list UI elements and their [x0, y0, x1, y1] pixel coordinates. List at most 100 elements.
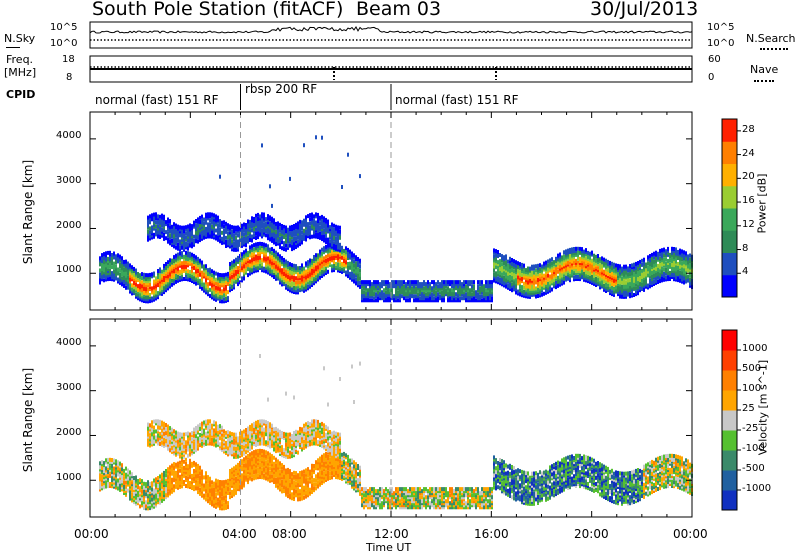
power-cell [427, 298, 429, 303]
scatter-cell [271, 203, 273, 208]
power-cell [407, 280, 409, 285]
power-cell [507, 259, 509, 264]
power-cell [341, 245, 343, 250]
power-cell [311, 260, 313, 265]
velocity-cell [151, 424, 153, 429]
power-cell [117, 255, 119, 260]
power-cell [135, 268, 137, 273]
power-cell [557, 261, 559, 266]
power-cell [181, 239, 183, 244]
power-cell [249, 245, 251, 250]
power-cell [253, 233, 255, 238]
power-cell [497, 250, 499, 254]
power-cell [171, 224, 173, 229]
power-cell [255, 213, 257, 218]
power-cell [273, 269, 275, 273]
power-cell [273, 240, 275, 245]
power-cell [517, 277, 519, 282]
power-cell [603, 279, 605, 284]
nsearch-tick-bottom: 10^0 [707, 38, 735, 49]
velocity-cell [157, 498, 159, 503]
power-cell [285, 265, 287, 270]
power-cell [379, 282, 381, 287]
power-cell [635, 290, 637, 295]
power-cell [565, 265, 567, 270]
power-cell [153, 232, 155, 237]
power-cell [521, 279, 523, 284]
velocity-cell [127, 488, 129, 493]
power-cell [401, 284, 403, 289]
power-cell [167, 223, 169, 228]
power-cell [373, 284, 375, 289]
power-cell [555, 256, 557, 261]
power-cell [259, 232, 261, 237]
power-cell [235, 269, 237, 274]
power-cell [533, 264, 535, 269]
nave-label: Nave [750, 63, 779, 76]
power-cell [667, 271, 669, 276]
power-cell [573, 275, 575, 280]
power-cell [507, 263, 509, 268]
power-cell [509, 256, 511, 261]
power-cell [529, 292, 531, 297]
power-cell [583, 273, 585, 278]
velocity-cell [169, 483, 171, 488]
velocity-cell [169, 465, 171, 470]
velocity-cell [149, 502, 151, 507]
power-cell [267, 256, 269, 261]
velocity-cell [125, 466, 127, 471]
velocity-cell [139, 478, 141, 483]
power-cell [675, 265, 677, 270]
chart-title: South Pole Station (fitACF) [92, 0, 344, 20]
power-cell [277, 221, 279, 226]
power-cell [313, 269, 315, 274]
power-cell [619, 290, 621, 295]
power-cell [303, 234, 305, 239]
velocity-cell [163, 470, 165, 475]
power-cell [491, 296, 493, 301]
power-cell [427, 284, 429, 289]
power-cell [549, 288, 551, 293]
power-cell [199, 278, 201, 283]
power-cell [237, 282, 239, 287]
power-cell [531, 276, 533, 281]
power-cell [465, 292, 467, 297]
power-cell [409, 280, 411, 285]
velocity-cell [119, 487, 121, 492]
power-cell [325, 223, 327, 228]
power-cell [243, 232, 245, 237]
power-cell [273, 248, 275, 253]
power-cell [603, 269, 605, 274]
power-cell [537, 263, 539, 268]
velocity-cell [107, 484, 109, 489]
power-cell [225, 235, 227, 240]
power-cell [633, 262, 635, 267]
power-cell [631, 275, 633, 280]
power-cell [295, 266, 297, 271]
power-cell [235, 257, 237, 262]
power-cell [193, 220, 195, 225]
velocity-cell [173, 429, 175, 434]
power-cell [643, 257, 645, 262]
power-cell [255, 236, 257, 240]
power-cell [451, 280, 453, 285]
power-cell [103, 278, 105, 283]
power-cell [177, 242, 179, 247]
power-cell [603, 283, 605, 288]
power-cell [565, 249, 567, 254]
nsky-label: N.Sky [4, 32, 36, 45]
power-cell [119, 272, 121, 277]
power-cell [161, 227, 163, 232]
power-cell [145, 291, 147, 296]
velocity-cell [109, 467, 111, 472]
power-cell [605, 272, 607, 277]
velocity-cell [175, 480, 177, 485]
power-cell [571, 247, 573, 252]
power-cell [231, 241, 233, 246]
power-cell [639, 272, 641, 276]
power-cell [377, 284, 379, 289]
power-cell [233, 259, 235, 264]
power-cell [623, 276, 625, 281]
velocity-cell [169, 442, 171, 447]
velocity-cell [145, 504, 147, 509]
